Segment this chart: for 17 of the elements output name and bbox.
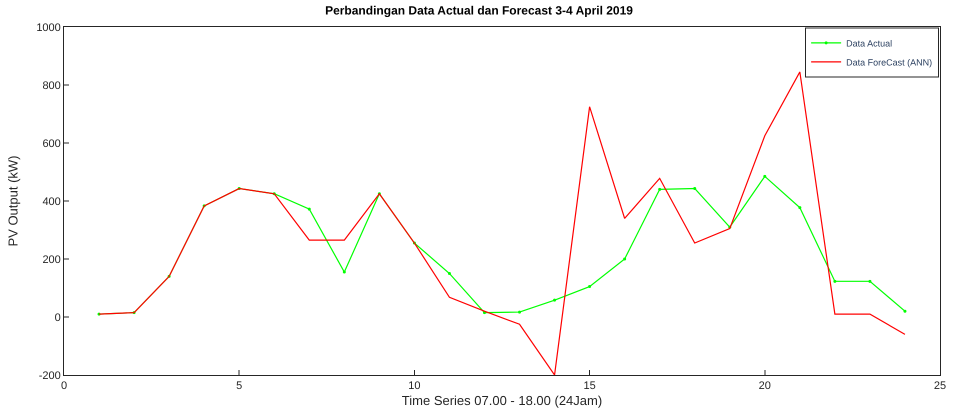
x-tick-label: 10 <box>408 380 421 392</box>
y-tick-label: -200 <box>38 370 61 382</box>
x-tick-label: 15 <box>583 380 596 392</box>
y-tick-label: 400 <box>42 196 61 208</box>
x-tick-label: 20 <box>758 380 771 392</box>
legend-label: Data ForeCast (ANN) <box>846 57 932 68</box>
x-tick-label: 5 <box>236 380 242 392</box>
y-tick-label: 200 <box>42 254 61 266</box>
legend-label: Data Actual <box>846 38 892 48</box>
y-axis-title: PV Output (kW) <box>5 155 20 247</box>
y-tick-label: 600 <box>42 138 61 150</box>
y-tick-label: 800 <box>42 80 61 92</box>
y-tick-label: 0 <box>54 312 61 324</box>
x-tick-label: 25 <box>934 380 946 392</box>
chart-title: Perbandingan Data Actual dan Forecast 3-4 April 2019 <box>325 4 634 18</box>
y-tick-label: 1000 <box>36 22 61 34</box>
x-axis-title: Time Series 07.00 - 18.00 (24Jam) <box>402 392 602 408</box>
